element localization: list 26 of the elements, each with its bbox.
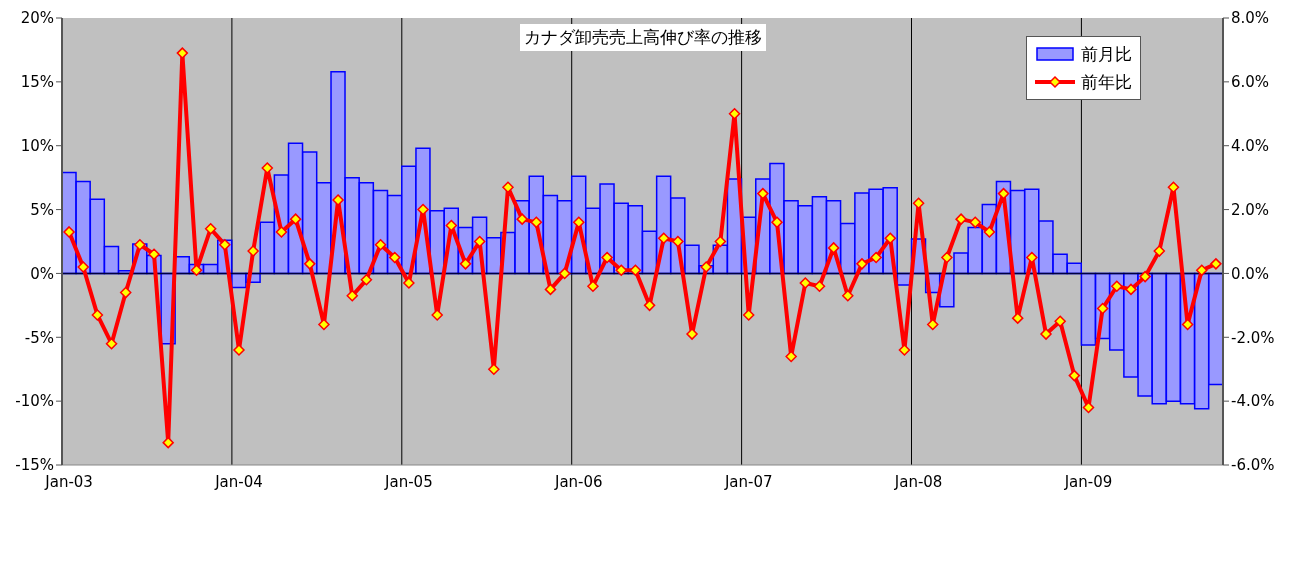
x-tick-label: Jan-08: [893, 473, 943, 491]
y2-tick-label: 4.0%: [1231, 137, 1270, 156]
y2-tick-label: -6.0%: [1231, 456, 1275, 475]
y-tick-label: 5%: [30, 200, 54, 219]
text: カナダ卸売売上高伸び率の推移: [519, 24, 766, 51]
y-tick-label: 10%: [20, 137, 54, 156]
y2-tick-label: -2.0%: [1231, 328, 1275, 347]
y2-tick-label: 0.0%: [1231, 264, 1270, 283]
y-tick-label: -5%: [24, 328, 54, 347]
x-tick-label: Jan-03: [44, 473, 93, 491]
y-tick-label: 20%: [20, 9, 54, 28]
x-tick-label: Jan-09: [1063, 473, 1113, 491]
y-tick-label: -10%: [15, 392, 54, 411]
y-tick-label: 15%: [20, 73, 54, 92]
y2-tick-label: 2.0%: [1231, 200, 1270, 219]
y2-tick-label: 8.0%: [1231, 9, 1270, 28]
y2-tick-label: -4.0%: [1231, 392, 1275, 411]
x-tick-label: Jan-04: [214, 473, 263, 491]
legend-label: 前月比: [1081, 42, 1132, 66]
x-tick-label: Jan-07: [723, 473, 773, 491]
legend-label: 前年比: [1081, 70, 1132, 94]
x-tick-label: Jan-06: [553, 473, 603, 491]
x-tick-label: Jan-05: [384, 473, 433, 491]
y2-tick-label: 6.0%: [1231, 73, 1270, 92]
y-tick-label: -15%: [15, 456, 54, 475]
y-tick-label: 0%: [30, 264, 54, 283]
